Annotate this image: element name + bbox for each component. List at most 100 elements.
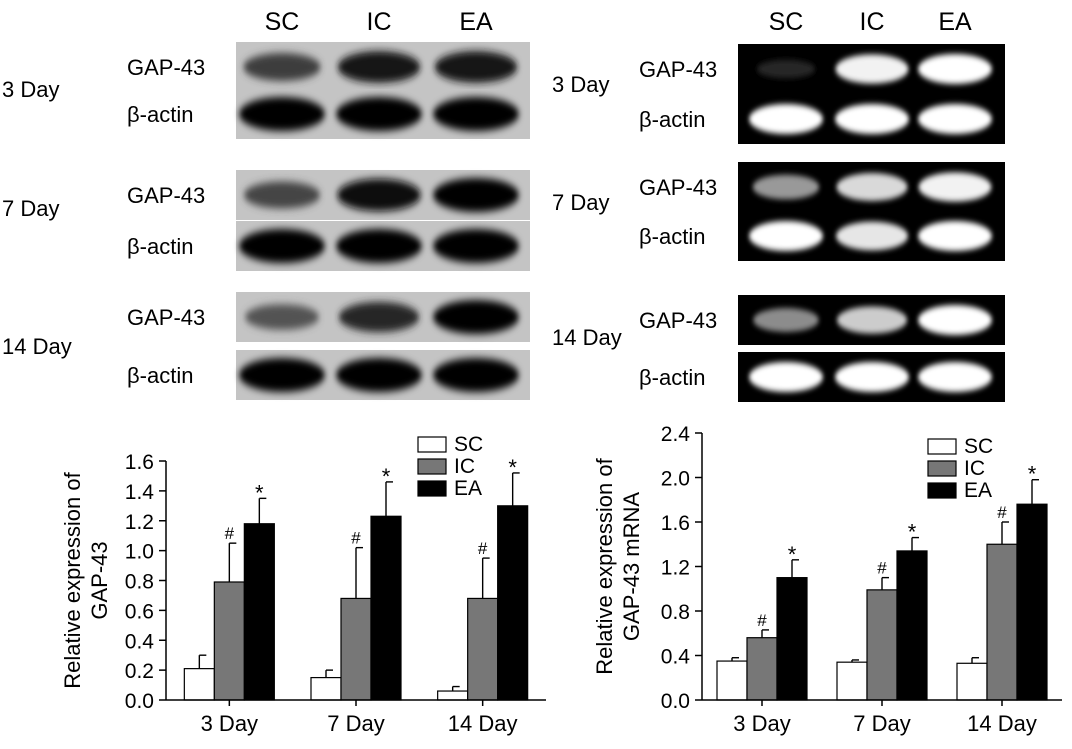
band-sc [752, 174, 820, 200]
band-label: GAP-43 [639, 308, 717, 333]
legend-swatch-ic [417, 458, 447, 475]
band-label: GAP-43 [127, 305, 205, 330]
significance-marker: # [877, 559, 887, 578]
bar-ic [213, 581, 245, 701]
lane-label-sc: SC [265, 8, 300, 36]
y-tick-label: 1.4 [125, 481, 155, 504]
band-ea [918, 221, 992, 251]
y-tick-label: 1.6 [661, 512, 690, 535]
band-ic [835, 54, 909, 84]
y-tick-label: 0.0 [661, 690, 690, 713]
y-tick-label: 1.6 [125, 451, 154, 474]
day-label: 7 Day [2, 196, 59, 221]
band-ic [336, 358, 422, 392]
y-tick-label: 0.0 [125, 690, 154, 713]
significance-marker: * [908, 520, 917, 545]
band-ea [918, 305, 992, 335]
band-sc [243, 181, 321, 209]
bar-sc [836, 661, 868, 701]
bar-ic [866, 589, 898, 701]
bar-ea [497, 505, 529, 701]
legend-swatch-ea [927, 482, 957, 499]
legend-swatch-ea [417, 480, 447, 497]
band-ea [434, 51, 518, 83]
bar-ea [243, 523, 275, 701]
band-label: GAP-43 [639, 175, 717, 200]
y-tick-label: 1.2 [661, 557, 690, 580]
legend-label: IC [454, 455, 475, 478]
band-label: β-actin [639, 365, 705, 390]
band-ic [337, 51, 421, 83]
bar-sc [310, 676, 342, 701]
y-axis-title: Relative expression ofGAP-43 mRNA [592, 457, 644, 674]
legend-swatch-ic [927, 460, 957, 477]
rt-pcr-gel-panel: SC IC EA 3 Day GAP-43 β-actin 7 Day GAP-43 β-act… [552, 8, 1005, 402]
day-label: 3 Day [552, 72, 609, 97]
legend-swatch-sc [927, 438, 957, 455]
band-ea [433, 178, 519, 212]
x-tick-label: 14 Day [448, 711, 518, 736]
protein-bar-chart: 0.0 0.2 0.4 0.6 0.8 1.0 1.2 1.4 1.6 # # # * * * 3 Day 7 … [60, 433, 546, 736]
band-ea [433, 229, 519, 263]
bar-ea [370, 515, 402, 701]
x-tick-label: 7 Day [327, 711, 384, 736]
band-ea [433, 97, 519, 131]
band-ic [835, 104, 909, 134]
legend-label: SC [454, 433, 483, 456]
band-ea [918, 54, 992, 84]
significance-marker: # [351, 529, 361, 548]
bar-ea [896, 550, 928, 701]
band-ea [433, 358, 519, 392]
bar-sc [956, 662, 988, 701]
y-tick-label: 1.2 [125, 511, 154, 534]
lane-label-ea: EA [938, 8, 972, 36]
significance-marker: * [1028, 462, 1037, 487]
bar-sc [437, 690, 469, 701]
y-tick-label: 0.2 [125, 660, 154, 683]
y-axis-title-line: Relative expression of [60, 471, 85, 688]
band-sc [244, 304, 320, 330]
x-tick-label: 7 Day [853, 711, 910, 736]
bar-ic [746, 637, 778, 701]
band-ic [336, 229, 422, 263]
y-tick-label: 2.0 [661, 468, 690, 491]
y-tick-label: 0.8 [661, 601, 690, 624]
x-tick-label: 3 Day [201, 711, 258, 736]
lane-label-ic: IC [860, 8, 885, 36]
band-sc [749, 221, 823, 251]
western-blot-panel: SC IC EA 3 Day GAP-43 β-actin 7 Day GAP-43 β-act… [2, 8, 530, 400]
band-label: β-actin [639, 224, 705, 249]
mrna-bar-chart: 0.0 0.4 0.8 1.2 1.6 2.0 2.4 # # # * * * 3 Day 7 Day 14 … [592, 423, 1062, 736]
lane-label-ea: EA [459, 8, 493, 36]
band-label: GAP-43 [639, 57, 717, 82]
band-label: GAP-43 [127, 55, 205, 80]
band-ea [433, 300, 519, 334]
band-sc [239, 97, 325, 131]
legend-label: SC [964, 435, 993, 458]
band-sc [749, 104, 823, 134]
day-label: 14 Day [552, 325, 622, 350]
significance-marker: * [508, 455, 517, 480]
significance-marker: * [788, 542, 797, 567]
y-tick-label: 0.4 [125, 630, 155, 653]
significance-marker: # [225, 524, 235, 543]
band-label: β-actin [127, 234, 193, 259]
y-axis-title-line: GAP-43 [87, 541, 112, 619]
x-tick-label: 3 Day [733, 711, 790, 736]
band-ic [835, 362, 909, 392]
band-ea [918, 104, 992, 134]
bar-ic [467, 597, 499, 701]
legend-label: EA [964, 479, 992, 502]
bar-ea [1016, 503, 1048, 701]
bar-ea [776, 577, 808, 701]
y-tick-label: 0.6 [125, 600, 154, 623]
y-tick-label: 2.4 [661, 423, 691, 446]
band-sc [239, 229, 325, 263]
legend-swatch-sc [417, 436, 447, 453]
bar-sc [183, 668, 215, 701]
band-ea [918, 362, 992, 392]
band-sc [239, 358, 325, 392]
band-label: β-actin [639, 107, 705, 132]
legend-label: EA [454, 477, 482, 500]
